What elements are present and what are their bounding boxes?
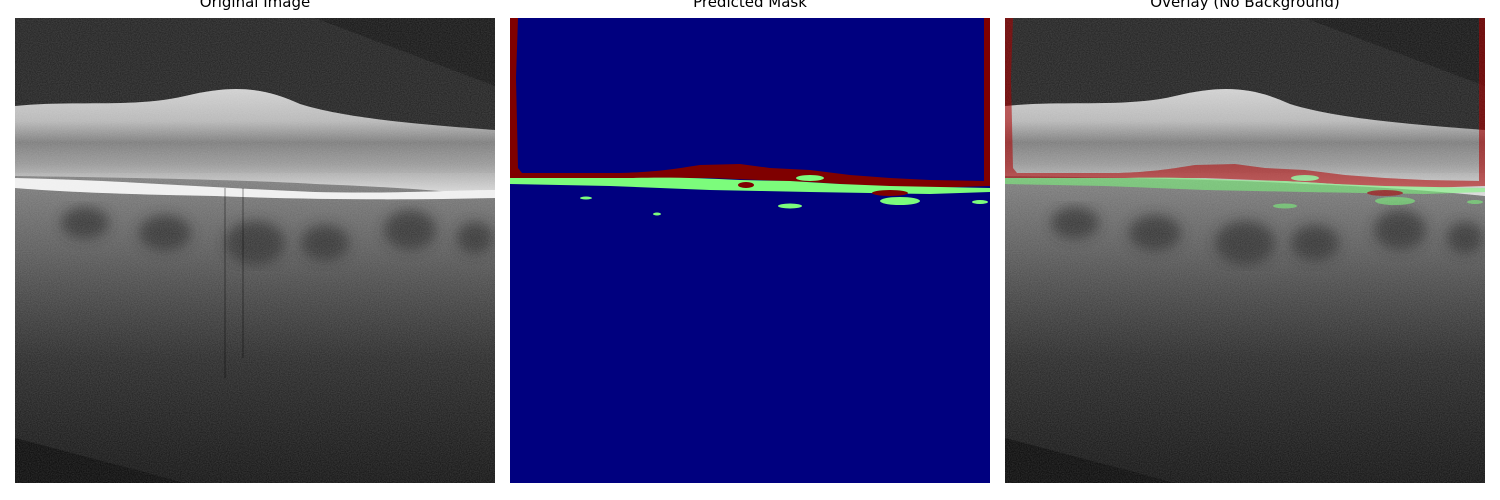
oct-scan-image (15, 18, 495, 483)
panel-title-original: Original Image (199, 0, 311, 11)
panel-predicted-mask: Predicted Mask (510, 0, 990, 500)
panel-overlay: Overlay (No Background) (1005, 0, 1485, 500)
predicted-mask-image (510, 18, 990, 483)
panel-title-overlay: Overlay (No Background) (1150, 0, 1340, 11)
overlay-image (1005, 18, 1485, 483)
panel-original: Original Image (15, 0, 495, 500)
panel-title-mask: Predicted Mask (693, 0, 807, 11)
